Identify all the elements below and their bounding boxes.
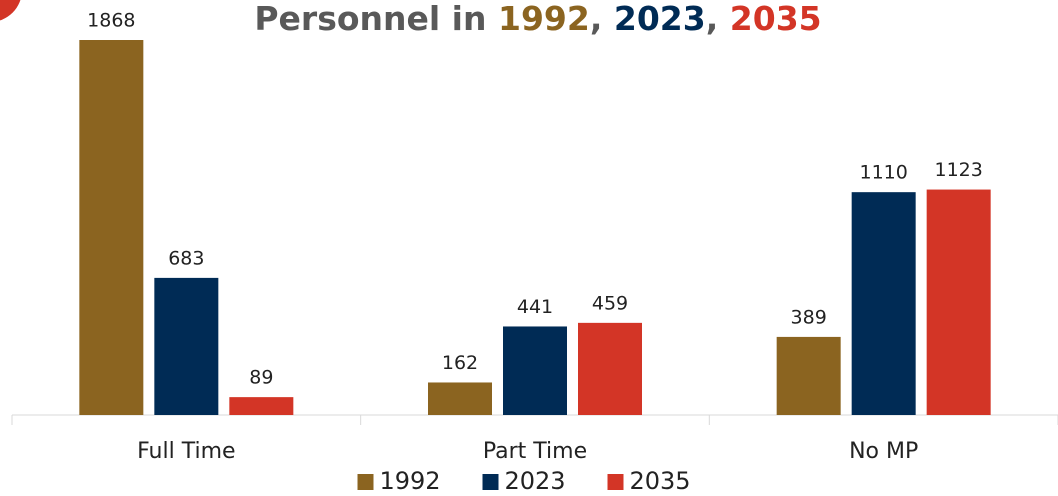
x-tick-label: No MP [849,439,918,464]
data-label: 162 [442,352,478,374]
bar [229,397,294,415]
data-label: 1123 [934,159,982,181]
x-tick-label: Part Time [483,439,587,464]
data-label: 441 [517,296,553,318]
bar [428,382,492,415]
data-label: 89 [249,367,273,389]
data-label: 459 [592,292,628,314]
legend-swatch [482,474,499,490]
bar [154,277,219,415]
data-label: 683 [168,247,204,269]
data-label: 1110 [859,162,907,184]
legend-swatch [357,474,374,490]
bar [926,189,991,415]
legend-swatch [607,474,624,490]
bar [79,40,144,415]
legend-label: 1992 [380,467,441,495]
bar [578,322,642,415]
legend-label: 2023 [505,467,566,495]
decoration [0,0,21,21]
bar [851,192,916,415]
bar [503,326,567,415]
chart-title: Personnel in 1992, 2023, 2035 [254,0,821,38]
data-label: 389 [791,306,827,328]
data-label: 1868 [87,10,135,32]
bar [776,336,841,415]
x-tick-label: Full Time [137,439,235,464]
legend-label: 2035 [630,467,691,495]
